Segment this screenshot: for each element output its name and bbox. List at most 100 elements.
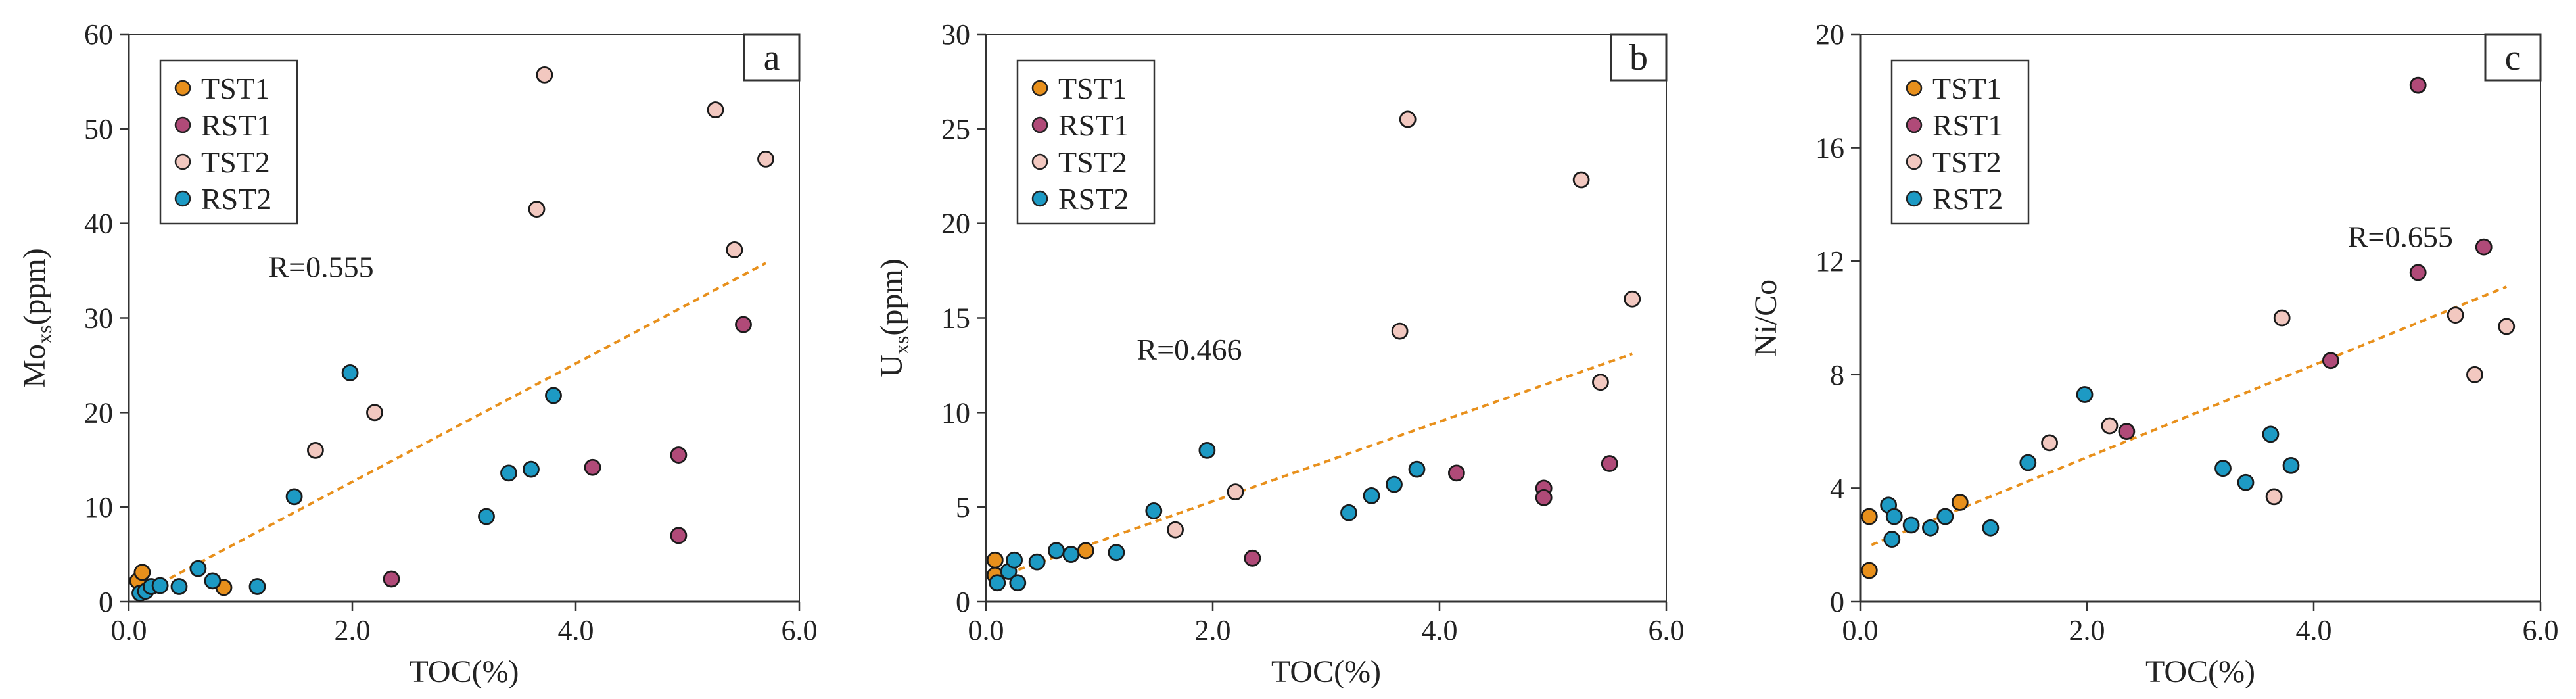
data-point-rst2 xyxy=(1145,502,1163,519)
data-point-tst2 xyxy=(536,66,553,84)
data-point-rst2 xyxy=(1936,508,1954,525)
legend-label-tst2: TST2 xyxy=(201,145,270,179)
y-tick-label: 5 xyxy=(956,491,970,523)
trend-line xyxy=(1871,285,2508,546)
data-point-tst2 xyxy=(1592,374,1609,391)
data-point-rst2 xyxy=(204,572,222,590)
y-tick-label: 16 xyxy=(1815,132,1844,164)
y-tick-label: 20 xyxy=(941,208,970,240)
panel-label-box xyxy=(743,33,801,82)
data-point-rst2 xyxy=(2282,456,2300,474)
x-axis-title: TOC(%) xyxy=(1271,654,1381,689)
panel-label: c xyxy=(2505,37,2521,78)
correlation-annotation: R=0.655 xyxy=(2348,220,2453,254)
data-point-tst1 xyxy=(1951,494,1969,511)
y-tick-label: 10 xyxy=(84,491,113,523)
x-tick-label: 4.0 xyxy=(2296,614,2332,646)
x-tick-label: 2.0 xyxy=(335,614,371,646)
data-point-rst1 xyxy=(670,527,688,544)
data-point-rst2 xyxy=(248,578,266,595)
data-point-rst2 xyxy=(341,364,359,381)
chart-panel-c: 0.0 2.0 4.0 6.0048121620TOC(%)Ni/CocTST1RST… xyxy=(1748,18,2559,689)
y-tick-label: 30 xyxy=(941,18,970,51)
chart-panel-a: 0.0 2.0 4.0 6.0 0 10 20 30 40 50 60 TOC(%) Moxs(ppm)… xyxy=(17,18,818,689)
data-point-rst1 xyxy=(2322,352,2339,370)
y-tick-label: 12 xyxy=(1815,245,1844,277)
data-point-rst2 xyxy=(1363,487,1380,504)
x-tick-label: 4.0 xyxy=(558,614,594,646)
y-tick-label: 25 xyxy=(941,113,970,145)
legend-label-tst1: TST1 xyxy=(201,72,270,105)
data-point-rst1 xyxy=(1244,549,1261,567)
legend-marker-tst1 xyxy=(1906,80,1923,97)
legend-label-rst2: RST2 xyxy=(201,182,271,216)
panel-label-box xyxy=(2484,33,2542,82)
y-axis-title: Ni/Co xyxy=(1748,279,1783,356)
data-point-rst2 xyxy=(1006,551,1023,569)
data-point-rst2 xyxy=(2262,425,2280,443)
y-axis-title-subscript: xs xyxy=(32,325,56,344)
data-point-rst2 xyxy=(1062,546,1080,563)
y-axis-title: Moxs(ppm) xyxy=(17,248,56,387)
y-axis-title-unit: (ppm) xyxy=(17,248,52,325)
y-tick-label: 0 xyxy=(1830,586,1844,618)
legend-marker-tst2 xyxy=(174,153,191,170)
data-point-tst2 xyxy=(2447,306,2464,324)
y-tick-label: 60 xyxy=(84,18,113,51)
data-point-tst1 xyxy=(1077,542,1094,560)
data-point-rst1 xyxy=(2118,423,2136,440)
data-point-rst1 xyxy=(2475,238,2493,256)
data-point-rst1 xyxy=(584,458,601,476)
data-point-rst2 xyxy=(1883,531,1901,548)
legend-marker-rst1 xyxy=(1906,116,1923,133)
data-point-rst1 xyxy=(2409,264,2427,281)
data-point-rst2 xyxy=(1009,574,1027,592)
data-point-tst2 xyxy=(528,201,546,218)
data-point-tst1 xyxy=(986,551,1004,569)
trend-line xyxy=(996,352,1633,579)
data-point-rst2 xyxy=(1408,460,1426,478)
data-point-rst2 xyxy=(545,387,562,404)
data-point-rst1 xyxy=(1601,455,1618,472)
data-point-rst2 xyxy=(151,577,169,594)
y-tick-label: 30 xyxy=(84,302,113,335)
data-point-rst1 xyxy=(1535,489,1553,506)
correlation-annotation: R=0.555 xyxy=(269,251,374,284)
chart-panel-b: 0.0 2.0 4.0 6.0 0 5 10 15 20 25 30 TOC(%) Uxs(ppm) b T… xyxy=(874,18,1685,689)
panel-label: a xyxy=(764,37,780,78)
data-point-tst2 xyxy=(2466,366,2483,383)
y-axis-title-unit: (ppm) xyxy=(874,258,909,335)
data-point-tst1 xyxy=(1860,562,1878,579)
y-tick-label: 0 xyxy=(956,586,970,618)
data-point-rst2 xyxy=(1885,508,1903,525)
data-point-tst2 xyxy=(707,101,724,118)
data-point-rst2 xyxy=(2214,460,2232,477)
x-tick-label: 2.0 xyxy=(1195,614,1231,646)
data-point-rst1 xyxy=(383,570,400,588)
y-tick-label: 20 xyxy=(84,397,113,429)
y-axis-title: Uxs(ppm) xyxy=(874,258,913,377)
data-point-tst2 xyxy=(757,150,774,168)
legend-label-rst1: RST1 xyxy=(201,108,271,142)
legend-marker-rst2 xyxy=(1031,190,1048,207)
data-point-tst1 xyxy=(133,564,151,581)
x-tick-label: 0.0 xyxy=(968,614,1004,646)
data-point-rst1 xyxy=(670,446,688,464)
y-axis-title-main: Mo xyxy=(17,344,52,388)
data-point-rst2 xyxy=(1982,519,2000,537)
data-point-tst2 xyxy=(2041,434,2058,452)
data-point-tst1 xyxy=(1860,508,1878,525)
data-point-rst1 xyxy=(1447,464,1465,482)
data-point-rst2 xyxy=(989,574,1006,592)
legend-marker-tst1 xyxy=(174,80,191,97)
legend-label-rst1: RST1 xyxy=(1932,108,2003,142)
legend-label-rst1: RST1 xyxy=(1058,108,1129,142)
y-axis-title-main: Ni/Co xyxy=(1748,279,1783,356)
data-point-rst2 xyxy=(478,508,495,525)
data-point-tst2 xyxy=(2101,417,2119,435)
data-point-tst2 xyxy=(1572,171,1590,189)
legend-label-tst1: TST1 xyxy=(1058,72,1127,105)
data-point-rst1 xyxy=(735,316,752,333)
data-point-rst2 xyxy=(2237,473,2255,491)
